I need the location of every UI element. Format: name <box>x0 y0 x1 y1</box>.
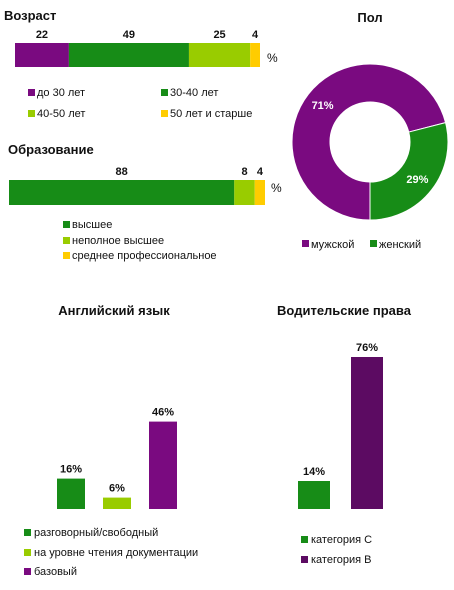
age-legend-swatch-1 <box>161 89 168 96</box>
english-bars: 16% 6% 46% <box>57 407 177 509</box>
license-legend-swatch-1 <box>301 556 308 563</box>
english-title: Английский язык <box>58 303 170 318</box>
license-bar-label-0: 14% <box>303 466 325 478</box>
gender-doughnut: 71% 29% <box>291 63 449 221</box>
age-legend-label-1: 30-40 лет <box>170 87 218 99</box>
education-segment-1 <box>234 180 255 205</box>
age-legend: до 30 лет 30-40 лет 40-50 лет 50 лет и стар… <box>28 87 252 120</box>
age-value-label-2: 25 <box>213 29 225 41</box>
education-segment-0 <box>9 180 235 205</box>
age-title: Возраст <box>4 8 56 23</box>
education-bar <box>9 180 265 205</box>
english-legend-swatch-1 <box>24 549 31 556</box>
license-legend-label-1: категория В <box>311 554 371 566</box>
education-legend-label-2: среднее профессиональное <box>72 250 217 262</box>
education-legend-swatch-2 <box>63 252 70 259</box>
license-legend-swatch-0 <box>301 536 308 543</box>
age-legend-label-2: 40-50 лет <box>37 108 85 120</box>
gender-legend: мужской женский <box>302 239 421 251</box>
gender-slice-label-0: 71% <box>312 100 334 112</box>
gender-legend-label-0: мужской <box>311 239 354 251</box>
age-legend-swatch-2 <box>28 110 35 117</box>
age-segment-2 <box>188 43 251 67</box>
license-bar-label-1: 76% <box>356 342 378 354</box>
age-legend-swatch-0 <box>28 89 35 96</box>
english-legend-swatch-2 <box>24 568 31 575</box>
age-segment-0 <box>15 43 69 67</box>
age-bar <box>15 43 260 67</box>
gender-title: Пол <box>357 10 382 25</box>
education-legend-label-0: высшее <box>72 219 112 231</box>
education-value-label-2: 4 <box>257 166 264 178</box>
english-bar-label-2: 46% <box>152 407 174 419</box>
english-legend-label-0: разговорный/свободный <box>34 527 158 539</box>
education-value-label-0: 88 <box>116 166 128 178</box>
english-bar-label-0: 16% <box>60 464 82 476</box>
english-bar-1 <box>103 497 131 509</box>
age-unit-label: % <box>267 51 278 65</box>
education-segment-2 <box>254 180 265 205</box>
english-legend-swatch-0 <box>24 529 31 536</box>
gender-slice-0 <box>291 63 447 221</box>
license-bar-1 <box>351 357 383 509</box>
english-bar-0 <box>57 478 85 509</box>
age-legend-label-0: до 30 лет <box>37 87 85 99</box>
education-value-label-1: 8 <box>241 166 247 178</box>
age-segment-3 <box>250 43 260 67</box>
education-legend-swatch-1 <box>63 237 70 244</box>
education-legend: высшее неполное высшее среднее профессиона… <box>63 219 217 262</box>
license-bar-0 <box>298 481 330 509</box>
license-legend: категория С категория В <box>301 534 372 566</box>
english-bar-2 <box>149 421 177 509</box>
english-legend-label-1: на уровне чтения документации <box>34 547 198 559</box>
age-value-label-0: 22 <box>36 29 48 41</box>
gender-legend-swatch-0 <box>302 240 309 247</box>
license-bars: 14% 76% <box>298 342 383 509</box>
age-legend-swatch-3 <box>161 110 168 117</box>
english-legend: разговорный/свободный на уровне чтения до… <box>24 527 198 578</box>
education-legend-swatch-0 <box>63 221 70 228</box>
age-value-labels: 22 49 25 4 <box>36 29 259 41</box>
gender-legend-label-1: женский <box>379 239 421 251</box>
education-unit-label: % <box>271 181 282 195</box>
age-value-label-1: 49 <box>123 29 135 41</box>
age-segment-1 <box>68 43 189 67</box>
english-bar-label-1: 6% <box>109 483 125 495</box>
education-title: Образование <box>8 142 94 157</box>
gender-legend-swatch-1 <box>370 240 377 247</box>
license-legend-label-0: категория С <box>311 534 372 546</box>
gender-slice-label-1: 29% <box>406 174 428 186</box>
education-value-labels: 88 8 4 <box>116 166 264 178</box>
education-legend-label-1: неполное высшее <box>72 235 164 247</box>
age-value-label-3: 4 <box>252 29 259 41</box>
license-title: Водительские права <box>277 303 412 318</box>
english-legend-label-2: базовый <box>34 566 77 578</box>
age-legend-label-3: 50 лет и старше <box>170 108 252 120</box>
gender-slice-1 <box>369 121 449 221</box>
